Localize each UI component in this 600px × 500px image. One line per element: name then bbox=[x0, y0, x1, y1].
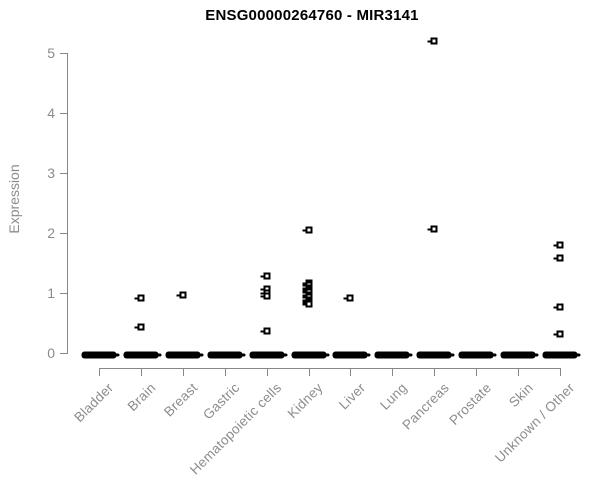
data-point-marker bbox=[553, 254, 564, 262]
data-point-marker bbox=[427, 37, 438, 45]
data-point-marker bbox=[134, 323, 145, 331]
y-tick-label: 2 bbox=[47, 225, 55, 241]
zero-expression-cluster bbox=[542, 351, 581, 359]
x-tick-label: Breast bbox=[160, 380, 201, 420]
zero-expression-cluster bbox=[207, 351, 246, 359]
y-axis-tick bbox=[60, 353, 67, 354]
zero-expression-cluster bbox=[81, 351, 120, 359]
x-axis-tick bbox=[476, 369, 478, 376]
zero-expression-cluster bbox=[416, 351, 455, 359]
x-tick-label: Brain bbox=[124, 380, 159, 414]
y-axis-tick bbox=[60, 53, 67, 54]
data-point-marker bbox=[553, 303, 564, 311]
x-axis-tick bbox=[559, 369, 561, 376]
x-axis-line bbox=[99, 368, 561, 369]
x-axis-tick bbox=[140, 369, 142, 376]
x-axis-tick bbox=[182, 369, 184, 376]
zero-expression-cluster bbox=[458, 351, 497, 359]
zero-expression-cluster bbox=[500, 351, 539, 359]
y-axis-line bbox=[67, 53, 68, 354]
x-tick-label: Skin bbox=[505, 380, 536, 411]
x-axis-tick bbox=[308, 369, 310, 376]
zero-expression-cluster bbox=[165, 351, 204, 359]
y-axis-tick bbox=[60, 293, 67, 294]
data-point-marker bbox=[260, 292, 271, 300]
data-point-marker bbox=[553, 330, 564, 338]
x-tick-label: Lung bbox=[377, 380, 410, 413]
zero-expression-cluster bbox=[123, 351, 162, 359]
x-axis-tick bbox=[224, 369, 226, 376]
y-axis-tick bbox=[60, 113, 67, 114]
data-point-marker bbox=[302, 300, 313, 308]
x-axis-tick bbox=[266, 369, 268, 376]
y-tick-label: 0 bbox=[47, 345, 55, 361]
zero-expression-cluster bbox=[332, 351, 371, 359]
data-point-marker bbox=[343, 294, 354, 302]
x-tick-label: Kidney bbox=[285, 380, 327, 422]
x-axis-tick bbox=[350, 369, 352, 376]
y-tick-label: 4 bbox=[47, 105, 55, 121]
zero-expression-cluster bbox=[291, 351, 330, 359]
data-point-marker bbox=[260, 327, 271, 335]
y-axis-title: Expression bbox=[6, 164, 22, 234]
x-tick-label: Prostate bbox=[445, 380, 494, 428]
data-point-marker bbox=[176, 291, 187, 299]
x-axis-tick bbox=[434, 369, 436, 376]
x-tick-label: Unknown / Other bbox=[492, 380, 578, 466]
data-point-marker bbox=[427, 225, 438, 233]
zero-expression-cluster bbox=[249, 351, 288, 359]
chart-title: ENSG00000264760 - MIR3141 bbox=[205, 7, 419, 24]
x-tick-label: Liver bbox=[335, 380, 369, 413]
data-point-marker bbox=[260, 272, 271, 280]
x-axis-tick bbox=[518, 369, 520, 376]
y-tick-label: 3 bbox=[47, 165, 55, 181]
data-point-marker bbox=[553, 241, 564, 249]
x-tick-label: Bladder bbox=[71, 380, 117, 426]
data-point-marker bbox=[134, 294, 145, 302]
y-axis-tick bbox=[60, 173, 67, 174]
zero-expression-cluster bbox=[374, 351, 413, 359]
y-tick-label: 5 bbox=[47, 45, 55, 61]
y-axis-tick bbox=[60, 233, 67, 234]
x-axis-tick bbox=[99, 369, 100, 376]
y-tick-label: 1 bbox=[47, 285, 55, 301]
x-axis-tick bbox=[392, 369, 394, 376]
data-point-marker bbox=[302, 226, 313, 234]
